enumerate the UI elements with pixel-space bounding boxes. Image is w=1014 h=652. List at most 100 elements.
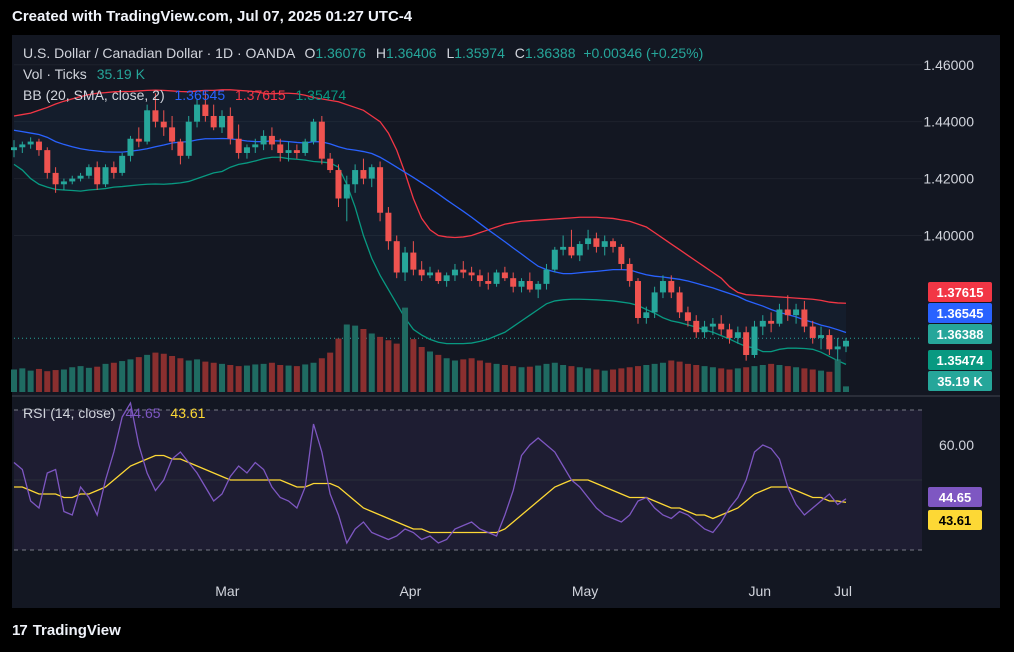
candle-body (302, 141, 309, 153)
volume-bar (11, 369, 17, 392)
volume-bar (27, 370, 34, 392)
volume-bar (709, 367, 716, 392)
candle-body (152, 110, 159, 122)
volume-bar (44, 371, 51, 392)
candle-body (734, 332, 741, 338)
volume-bar (451, 360, 458, 392)
candle-body (593, 238, 600, 247)
candle-body (410, 252, 417, 270)
candle-body (60, 181, 67, 185)
volume-bar (468, 358, 475, 392)
volume-bar (144, 354, 151, 392)
volume-bar (701, 366, 708, 392)
volume-bar (360, 329, 367, 392)
volume-bar (560, 365, 567, 392)
o-label: O (304, 45, 315, 61)
candle-body (476, 275, 483, 282)
volume-bar (443, 358, 450, 392)
volume-bar (160, 353, 167, 392)
volume-bar (94, 366, 101, 392)
bb-upper-line (13, 89, 847, 304)
candle-body (418, 269, 425, 276)
candle-body (568, 246, 575, 256)
candle-body (718, 323, 725, 330)
volume-bar (518, 367, 525, 392)
o-value: 1.36076 (315, 45, 366, 61)
tag-close-bg (928, 324, 992, 344)
candle-body (360, 170, 367, 179)
tag-bb-lower: 1.35474 (937, 353, 985, 368)
time-tick-label: Apr (399, 583, 421, 599)
volume-bar (526, 366, 533, 392)
volume-bar (219, 363, 225, 392)
volume-bar (285, 365, 292, 392)
volume-bar (77, 366, 84, 392)
volume-bar (202, 361, 209, 392)
volume-bar (85, 367, 92, 392)
candle-body (709, 323, 716, 327)
created-with-header: Created with TradingView.com, Jul 07, 20… (12, 8, 413, 25)
vol-value: 35.19 K (97, 66, 146, 82)
candle-body (518, 281, 525, 287)
candle-body (543, 269, 550, 284)
volume-bar (227, 365, 234, 392)
h-value: 1.36406 (386, 45, 437, 61)
volume-bar (585, 368, 592, 392)
candle-body (510, 278, 517, 287)
candle-body (277, 144, 284, 153)
volume-bar (476, 360, 483, 392)
tag-rsi-ma-bg (928, 510, 982, 530)
candle-body (127, 138, 134, 156)
l-value: 1.35974 (454, 45, 505, 61)
tradingview-brand: TradingView (32, 622, 121, 639)
volume-bar (368, 333, 375, 392)
volume-bar (343, 324, 350, 392)
candle-body (185, 121, 192, 156)
volume-bar (793, 367, 800, 392)
price-tick-label: 1.42000 (923, 171, 974, 187)
tag-bb-basis-bg (928, 303, 992, 323)
volume-bar (268, 362, 275, 392)
bb-upper-value: 1.37615 (235, 87, 286, 103)
c-label: C (515, 45, 525, 61)
c-value: 1.36388 (525, 45, 576, 61)
volume-bar (435, 354, 442, 392)
volume-bar (593, 369, 600, 392)
volume-bar (260, 363, 267, 392)
candle-body (310, 121, 317, 142)
tag-rsi-ma: 43.61 (939, 513, 972, 528)
candle-body (19, 144, 26, 148)
candle-body (385, 212, 392, 242)
candle-body (393, 241, 400, 273)
candle-body (177, 141, 184, 156)
volume-bar (385, 340, 392, 392)
rsi-ma-value: 43.61 (170, 405, 205, 421)
volume-bar (194, 359, 201, 392)
candle-body (651, 292, 658, 313)
volume-bar (676, 361, 683, 392)
candle-body (535, 283, 542, 290)
candle-body (402, 252, 409, 273)
volume-bar (402, 307, 409, 392)
rsi-value: 44.65 (125, 405, 160, 421)
tradingview-footer[interactable]: 17 TradingView (12, 622, 121, 639)
candle-body (659, 281, 666, 293)
candle-body (77, 175, 84, 179)
candle-body (85, 167, 92, 176)
volume-bar (52, 370, 59, 392)
candle-body (751, 326, 758, 356)
candle-body (318, 121, 325, 159)
candle-body (293, 150, 300, 153)
candle-body (219, 115, 225, 128)
volume-bar (718, 368, 725, 392)
candle-body (260, 135, 267, 145)
volume-bar (69, 367, 76, 392)
volume-bar (19, 368, 26, 392)
tradingview-logo-icon: 17 (12, 622, 28, 639)
candle-body (169, 127, 176, 142)
volume-bar (568, 366, 575, 392)
volume-bar (610, 369, 617, 392)
legend-ohlc: U.S. Dollar / Canadian Dollar · 1D · OAN… (23, 45, 703, 61)
tag-volume-bg (928, 371, 992, 391)
